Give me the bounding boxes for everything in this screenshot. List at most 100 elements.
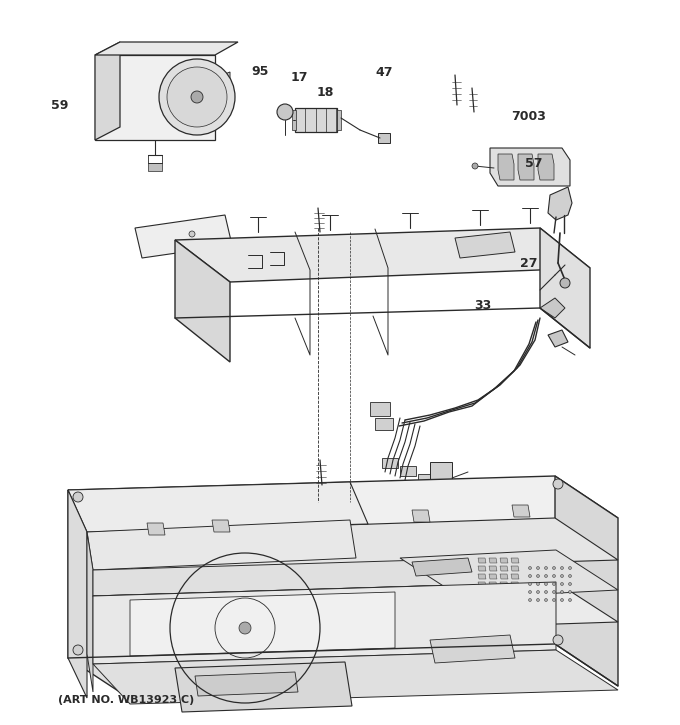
Polygon shape — [498, 154, 514, 180]
Circle shape — [568, 590, 571, 594]
Circle shape — [545, 566, 547, 570]
Circle shape — [537, 566, 539, 570]
Polygon shape — [540, 298, 565, 318]
Polygon shape — [430, 635, 515, 663]
Circle shape — [537, 590, 539, 594]
Circle shape — [277, 104, 293, 120]
Text: 59: 59 — [51, 99, 69, 112]
Polygon shape — [93, 650, 618, 704]
Polygon shape — [87, 532, 93, 692]
Polygon shape — [195, 672, 298, 696]
Polygon shape — [478, 558, 486, 563]
Bar — [378, 133, 390, 143]
Polygon shape — [478, 566, 486, 571]
Polygon shape — [500, 566, 508, 571]
Circle shape — [568, 599, 571, 602]
Circle shape — [528, 590, 532, 594]
Circle shape — [545, 590, 547, 594]
Bar — [382, 458, 398, 468]
Circle shape — [560, 566, 564, 570]
Circle shape — [568, 582, 571, 586]
Polygon shape — [555, 476, 618, 686]
Polygon shape — [175, 662, 352, 712]
Circle shape — [552, 590, 556, 594]
Polygon shape — [455, 232, 515, 258]
Circle shape — [528, 566, 532, 570]
Polygon shape — [540, 228, 590, 348]
Polygon shape — [400, 550, 618, 598]
Polygon shape — [93, 582, 556, 664]
Polygon shape — [68, 490, 132, 700]
Circle shape — [560, 278, 570, 288]
Circle shape — [568, 566, 571, 570]
Polygon shape — [95, 42, 120, 140]
Circle shape — [545, 574, 547, 578]
Polygon shape — [500, 558, 508, 563]
Circle shape — [239, 622, 251, 634]
Circle shape — [552, 566, 556, 570]
Polygon shape — [68, 482, 368, 532]
Bar — [400, 466, 416, 476]
Polygon shape — [500, 574, 508, 579]
Circle shape — [568, 574, 571, 578]
Polygon shape — [135, 215, 232, 258]
Bar — [292, 110, 296, 130]
Polygon shape — [93, 582, 618, 638]
Polygon shape — [489, 558, 497, 563]
Circle shape — [472, 163, 478, 169]
Text: 18: 18 — [316, 86, 334, 99]
Polygon shape — [511, 582, 519, 587]
Bar — [370, 402, 390, 416]
Bar — [436, 482, 452, 492]
Text: 17: 17 — [290, 71, 308, 84]
Polygon shape — [478, 582, 486, 587]
Polygon shape — [538, 154, 554, 180]
Text: 27: 27 — [520, 257, 538, 270]
Polygon shape — [512, 505, 530, 517]
Circle shape — [189, 231, 195, 237]
Polygon shape — [175, 240, 230, 362]
Circle shape — [537, 599, 539, 602]
Circle shape — [73, 645, 83, 655]
Polygon shape — [489, 582, 497, 587]
Polygon shape — [511, 558, 519, 563]
Polygon shape — [175, 228, 590, 282]
Text: 33: 33 — [474, 299, 492, 312]
Text: 7003: 7003 — [511, 109, 547, 123]
Polygon shape — [93, 556, 556, 596]
Circle shape — [191, 91, 203, 103]
Polygon shape — [68, 490, 87, 698]
Polygon shape — [489, 574, 497, 579]
Circle shape — [560, 599, 564, 602]
Circle shape — [528, 599, 532, 602]
Circle shape — [560, 590, 564, 594]
Polygon shape — [490, 148, 570, 186]
Circle shape — [553, 635, 563, 645]
Polygon shape — [412, 558, 472, 576]
Polygon shape — [95, 42, 238, 55]
Polygon shape — [412, 510, 430, 522]
Polygon shape — [87, 520, 356, 570]
Circle shape — [73, 492, 83, 502]
Circle shape — [545, 582, 547, 586]
Polygon shape — [132, 518, 618, 575]
Circle shape — [552, 582, 556, 586]
Text: (ART NO. WB13923 C): (ART NO. WB13923 C) — [58, 695, 194, 705]
Polygon shape — [548, 330, 568, 347]
Polygon shape — [548, 187, 572, 220]
Polygon shape — [489, 566, 497, 571]
Polygon shape — [68, 476, 618, 532]
Bar — [430, 462, 452, 494]
Circle shape — [537, 582, 539, 586]
Polygon shape — [212, 520, 230, 532]
Polygon shape — [130, 592, 395, 656]
Bar — [295, 108, 337, 132]
Bar — [418, 474, 434, 484]
Polygon shape — [147, 523, 165, 535]
Circle shape — [167, 67, 227, 127]
Circle shape — [159, 59, 235, 135]
Circle shape — [560, 574, 564, 578]
Bar — [375, 418, 393, 430]
Polygon shape — [511, 574, 519, 579]
Polygon shape — [478, 574, 486, 579]
